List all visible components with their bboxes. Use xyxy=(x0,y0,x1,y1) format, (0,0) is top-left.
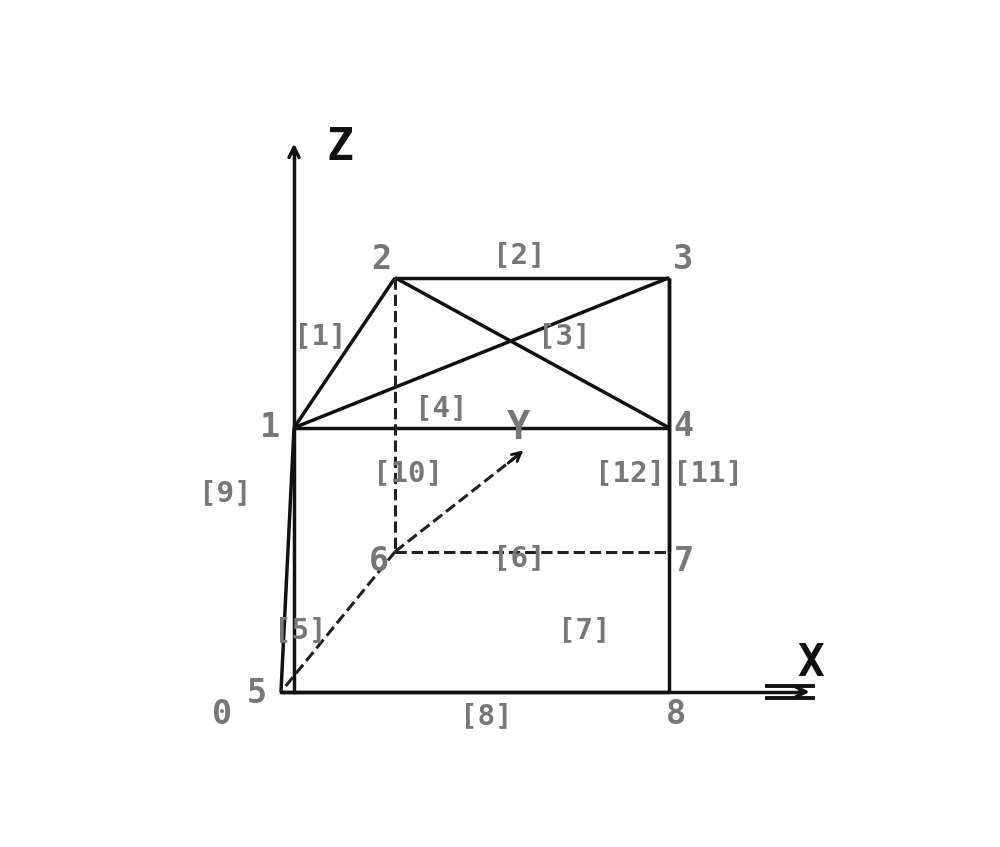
Text: [1]: [1] xyxy=(294,323,346,351)
Text: [6]: [6] xyxy=(493,544,545,573)
Text: [8]: [8] xyxy=(460,702,513,730)
Text: Y: Y xyxy=(507,409,531,446)
Text: [3]: [3] xyxy=(538,323,591,351)
Text: [9]: [9] xyxy=(199,479,252,507)
Text: Z: Z xyxy=(326,126,353,169)
Text: [2]: [2] xyxy=(493,241,545,268)
Text: 4: 4 xyxy=(673,410,693,443)
Text: 1: 1 xyxy=(260,412,280,444)
Text: [7]: [7] xyxy=(558,616,610,644)
Text: 2: 2 xyxy=(371,243,391,276)
Text: 7: 7 xyxy=(673,545,693,578)
Text: [4]: [4] xyxy=(415,394,467,422)
Text: 0: 0 xyxy=(212,698,232,731)
Text: [11]: [11] xyxy=(673,459,743,487)
Text: 6: 6 xyxy=(369,545,389,578)
Text: 8: 8 xyxy=(665,698,686,731)
Text: X: X xyxy=(798,642,825,685)
Text: 3: 3 xyxy=(673,243,693,276)
Text: 5: 5 xyxy=(247,678,267,711)
Text: [12]: [12] xyxy=(595,459,665,487)
Text: [5]: [5] xyxy=(274,616,327,644)
Text: [10]: [10] xyxy=(373,459,443,487)
